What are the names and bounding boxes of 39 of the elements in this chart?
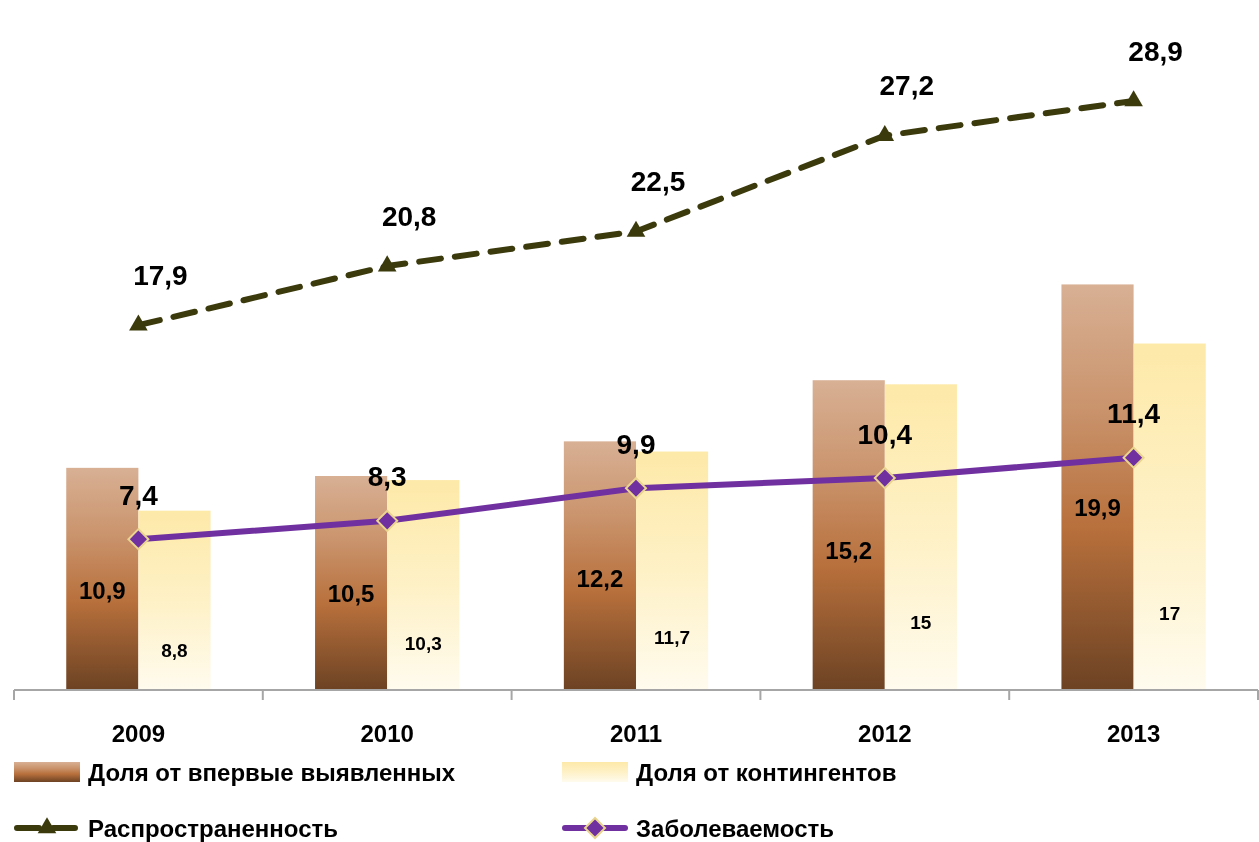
data-label: 17 [1159,603,1181,625]
bar [138,510,211,690]
data-label: 10,9 [78,576,126,604]
point [377,255,397,272]
legend-label: Доля от контингентов [636,758,897,786]
x-tick-label: 2011 [609,719,663,747]
data-label: 15,2 [825,537,873,565]
x-tick-label: 2012 [858,719,912,747]
data-label: 11,7 [654,627,691,649]
point [376,509,399,532]
data-label: 15 [910,612,932,634]
data-label: 9,9 [616,428,656,460]
data-label: 19,9 [1074,493,1121,521]
point [626,220,646,237]
data-label: 27,2 [879,70,935,102]
legend-label: Заболеваемость [636,814,834,842]
point [873,467,896,490]
point [1122,446,1145,469]
x-tick-label: 2013 [1106,719,1161,747]
point [1124,90,1143,107]
legend-label: Распространенность [88,814,339,842]
x-tick-label: 2009 [111,719,166,747]
data-label: 10,4 [857,418,913,450]
data-label: 7,4 [118,479,159,511]
data-label: 8,3 [367,461,407,493]
data-label: 20,8 [381,200,437,232]
data-label: 28,9 [1128,35,1183,67]
data-label: 17,9 [133,259,188,291]
data-label: 22,5 [630,165,686,197]
data-label: 10,3 [404,633,442,655]
data-label: 11,4 [1107,398,1161,430]
data-label: 10,5 [327,580,375,608]
x-tick-label: 2010 [360,719,414,747]
data-label: 8,8 [161,640,188,662]
point [129,314,148,331]
legend-label: Доля от впервые выявленных [88,758,456,786]
point [127,528,150,551]
data-label: 12,2 [576,564,624,592]
point [625,477,647,500]
